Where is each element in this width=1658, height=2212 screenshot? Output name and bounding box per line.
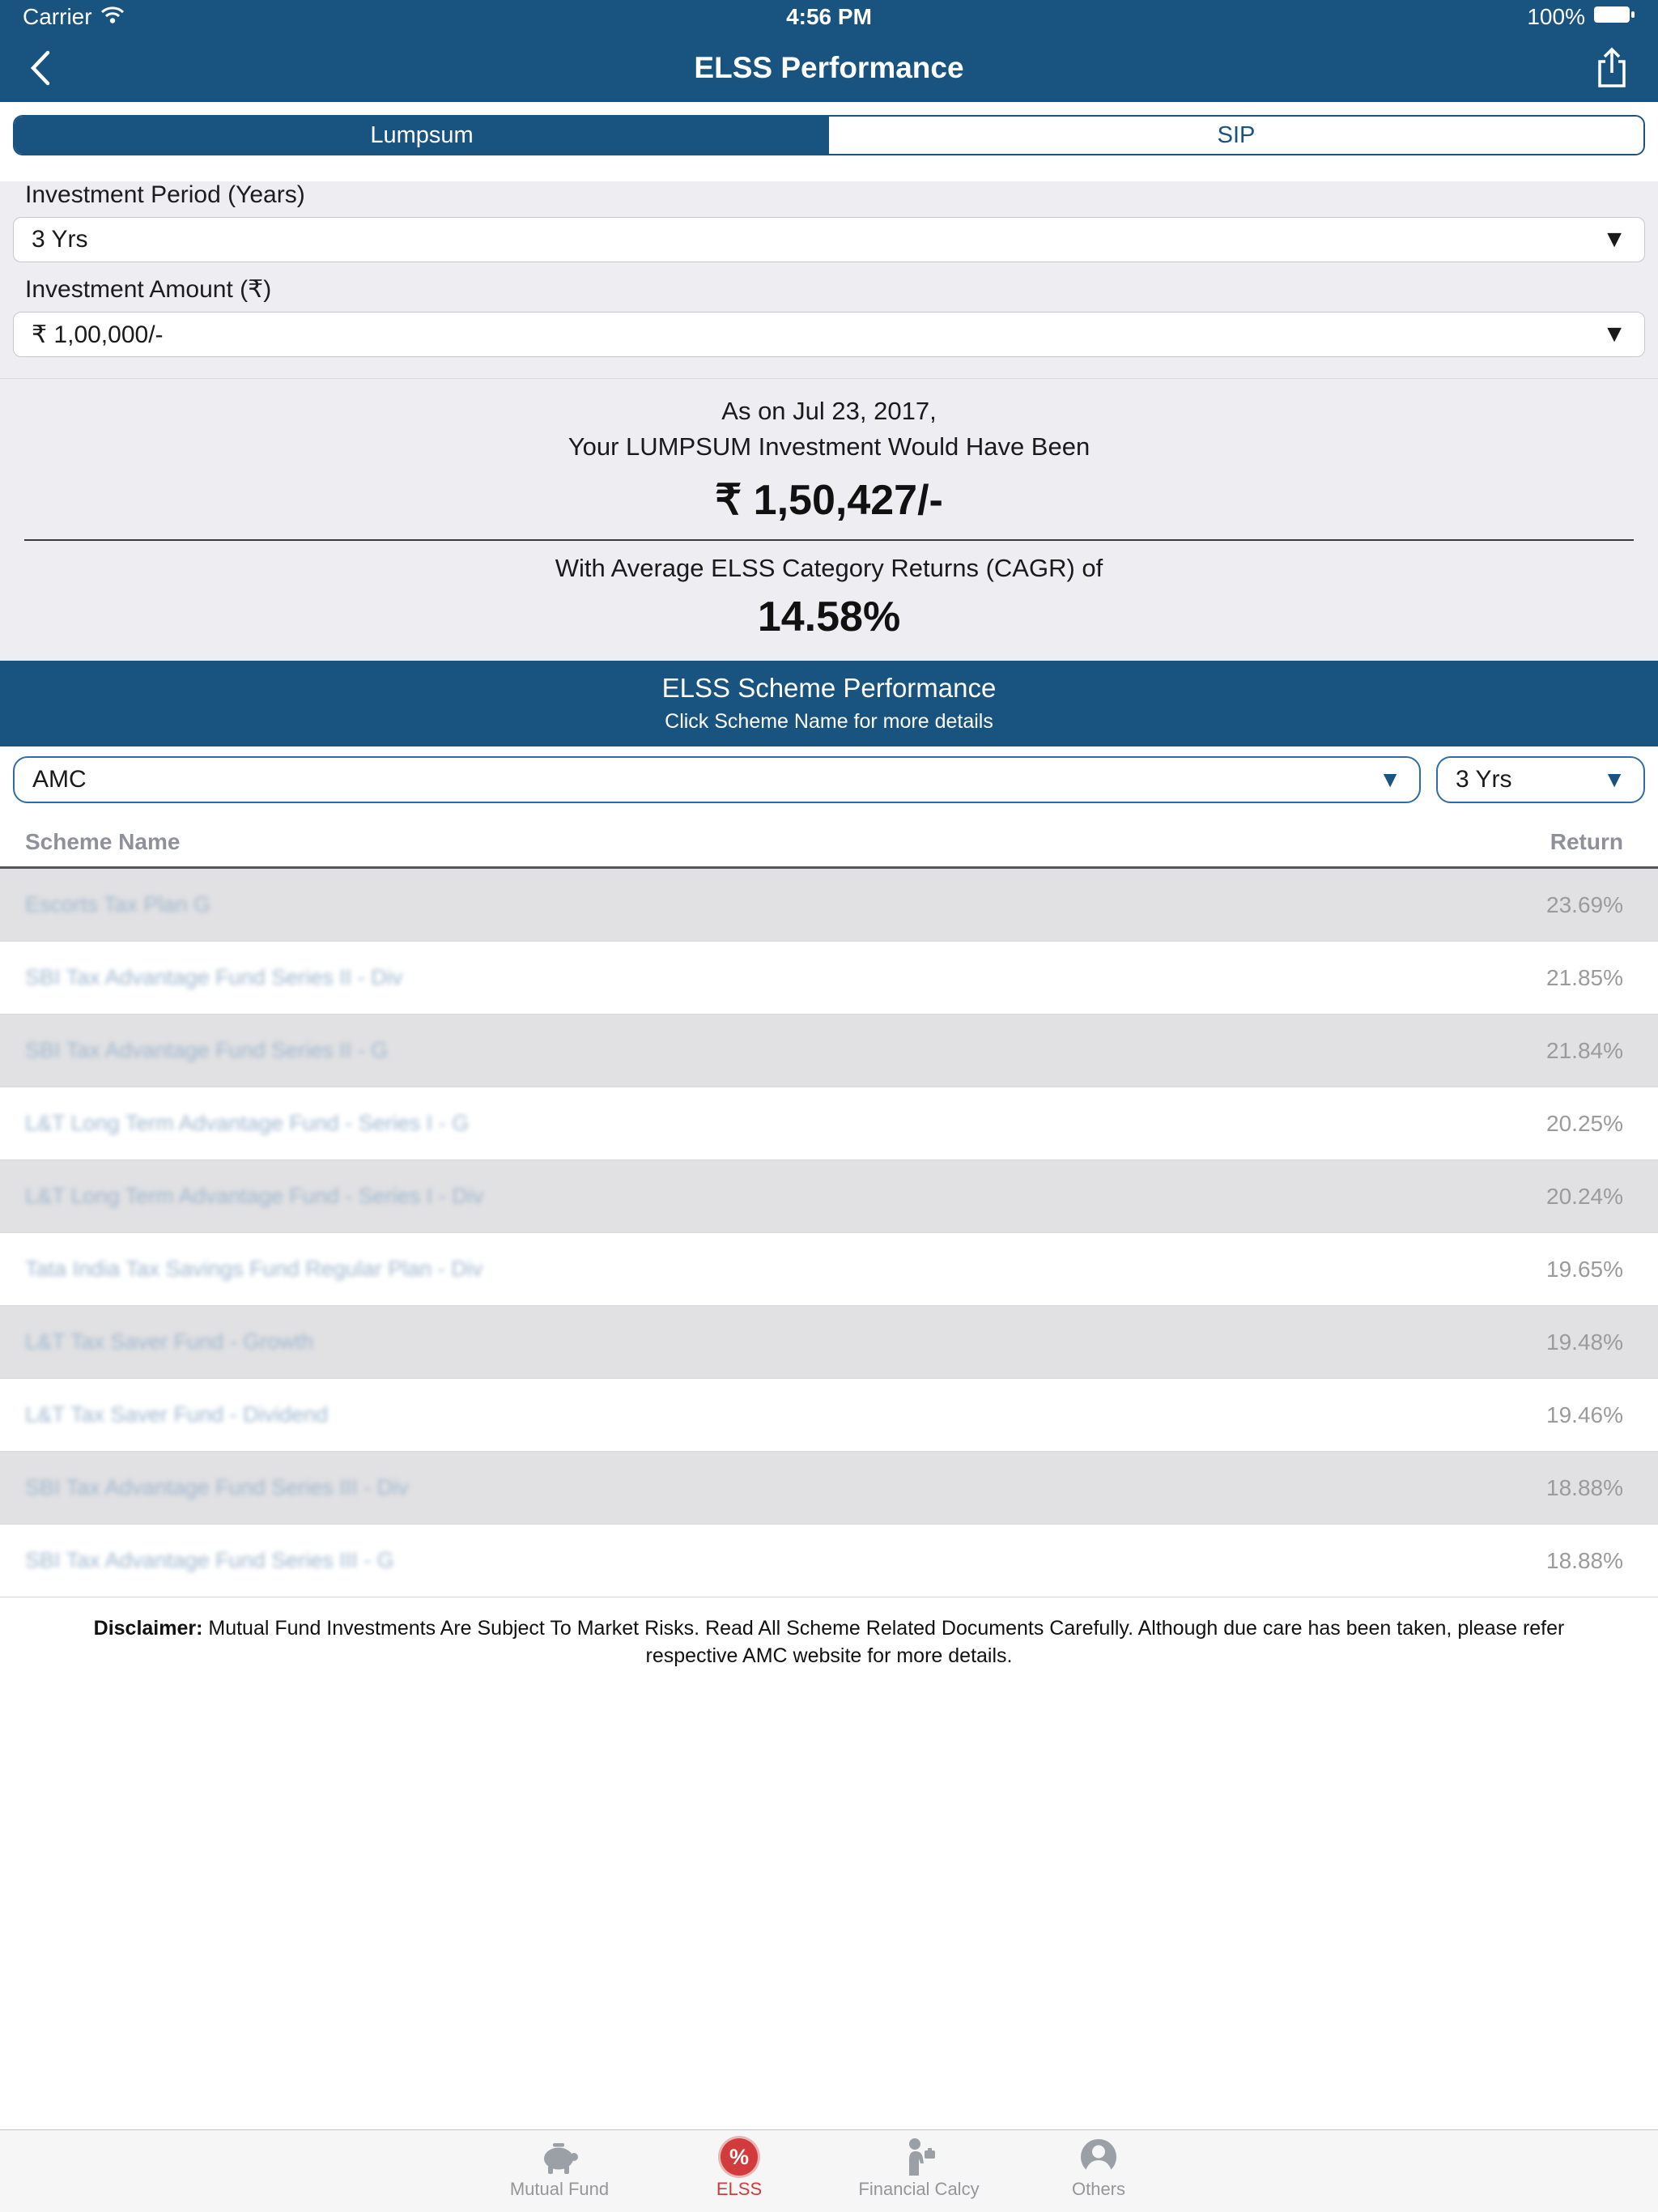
tab-label: Financial Calcy	[858, 2179, 980, 2199]
disclaimer-body: Mutual Fund Investments Are Subject To M…	[202, 1617, 1565, 1667]
table-row: Tata India Tax Savings Fund Regular Plan…	[0, 1233, 1658, 1306]
scheme-name-link[interactable]: L&T Tax Saver Fund - Dividend	[25, 1402, 329, 1427]
back-button[interactable]	[28, 49, 52, 87]
triangle-down-icon: ▼	[1603, 767, 1626, 792]
page-title: ELSS Performance	[694, 51, 964, 84]
divider	[24, 539, 1634, 541]
scheme-name-link[interactable]: SBI Tax Advantage Fund Series III - G	[25, 1548, 394, 1572]
amc-filter-dropdown[interactable]: AMC ▼	[13, 756, 1421, 803]
scheme-name-link[interactable]: SBI Tax Advantage Fund Series III - Div	[25, 1475, 409, 1499]
results-panel: As on Jul 23, 2017, Your LUMPSUM Investm…	[0, 378, 1658, 661]
scheme-return: 19.48%	[1546, 1329, 1623, 1355]
result-amount: ₹ 1,50,427/-	[715, 477, 943, 524]
scheme-return: 19.46%	[1546, 1402, 1623, 1427]
scheme-table: Escorts Tax Plan G 23.69% SBI Tax Advant…	[0, 869, 1658, 1597]
investment-period-value: 3 Yrs	[32, 226, 88, 253]
carrier-label: Carrier	[23, 4, 92, 29]
scheme-return: 23.69%	[1546, 891, 1623, 917]
scheme-performance-title: ELSS Scheme Performance	[661, 673, 997, 703]
table-row: SBI Tax Advantage Fund Series III - Div …	[0, 1452, 1658, 1525]
wifi-icon	[100, 4, 125, 30]
segmented-control-wrap: Lumpsum SIP	[0, 102, 1658, 168]
investment-amount-dropdown[interactable]: ₹ 1,00,000/- ▼	[13, 312, 1645, 357]
disclaimer-text: Disclaimer: Mutual Fund Investments Are …	[0, 1597, 1658, 1688]
investment-amount-value: ₹ 1,00,000/-	[32, 321, 164, 348]
table-row: SBI Tax Advantage Fund Series II - G 21.…	[0, 1015, 1658, 1087]
battery-percent: 100%	[1527, 4, 1585, 29]
scheme-return: 19.65%	[1546, 1256, 1623, 1282]
scheme-return: 20.25%	[1546, 1110, 1623, 1136]
period-filter-value: 3 Yrs	[1456, 766, 1512, 793]
segmented-control: Lumpsum SIP	[13, 115, 1645, 155]
person-briefcase-icon	[900, 2137, 937, 2177]
scheme-return: 21.84%	[1546, 1037, 1623, 1063]
result-caption: Your LUMPSUM Investment Would Have Been	[568, 432, 1090, 461]
status-bar: Carrier 4:56 PM 100%	[0, 0, 1658, 34]
as-on-date: As on Jul 23, 2017,	[721, 397, 937, 425]
cagr-caption: With Average ELSS Category Returns (CAGR…	[555, 554, 1103, 582]
investment-form: Investment Period (Years) 3 Yrs ▼ Invest…	[0, 181, 1658, 378]
person-circle-icon	[1079, 2137, 1118, 2177]
table-row: L&T Tax Saver Fund - Growth 19.48%	[0, 1306, 1658, 1379]
scheme-name-link[interactable]: Tata India Tax Savings Fund Regular Plan…	[25, 1257, 483, 1281]
scheme-performance-header: ELSS Scheme Performance Click Scheme Nam…	[0, 661, 1658, 747]
col-scheme-name: Scheme Name	[25, 829, 181, 854]
tab-mutual-fund[interactable]: Mutual Fund	[499, 2137, 620, 2212]
piggy-bank-icon	[539, 2137, 580, 2177]
table-row: L&T Long Term Advantage Fund - Series I …	[0, 1160, 1658, 1233]
triangle-down-icon: ▼	[1602, 321, 1626, 347]
table-row: SBI Tax Advantage Fund Series II - Div 2…	[0, 942, 1658, 1015]
tab-label: Others	[1071, 2179, 1126, 2199]
percent-badge-icon: %	[721, 2137, 758, 2177]
amc-filter-value: AMC	[32, 766, 87, 793]
scheme-name-link[interactable]: Escorts Tax Plan G	[25, 892, 211, 917]
disclaimer-label: Disclaimer:	[93, 1617, 203, 1640]
col-return: Return	[1550, 829, 1623, 854]
scheme-name-link[interactable]: L&T Long Term Advantage Fund - Series I …	[25, 1184, 484, 1208]
scheme-return: 18.88%	[1546, 1547, 1623, 1573]
table-row: L&T Tax Saver Fund - Dividend 19.46%	[0, 1379, 1658, 1452]
tab-elss[interactable]: % ELSS	[678, 2137, 800, 2212]
battery-icon	[1593, 4, 1635, 31]
table-row: Escorts Tax Plan G 23.69%	[0, 869, 1658, 942]
triangle-down-icon: ▼	[1602, 226, 1626, 253]
triangle-down-icon: ▼	[1379, 767, 1401, 792]
table-row: SBI Tax Advantage Fund Series III - G 18…	[0, 1525, 1658, 1597]
tab-lumpsum[interactable]: Lumpsum	[15, 117, 829, 154]
tab-label: ELSS	[716, 2179, 763, 2199]
clock: 4:56 PM	[786, 4, 872, 29]
tab-others[interactable]: Others	[1038, 2137, 1159, 2212]
nav-bar: ELSS Performance	[0, 34, 1658, 102]
scheme-name-link[interactable]: SBI Tax Advantage Fund Series II - Div	[25, 965, 403, 989]
scheme-filters: AMC ▼ 3 Yrs ▼	[0, 747, 1658, 813]
bottom-tab-bar: Mutual Fund % ELSS Financial Calcy	[0, 2129, 1658, 2212]
period-filter-dropdown[interactable]: 3 Yrs ▼	[1436, 756, 1645, 803]
tab-financial-calcy[interactable]: Financial Calcy	[858, 2137, 980, 2212]
scheme-return: 20.24%	[1546, 1183, 1623, 1209]
investment-period-dropdown[interactable]: 3 Yrs ▼	[13, 217, 1645, 262]
table-header: Scheme Name Return	[0, 813, 1658, 869]
scheme-return: 21.85%	[1546, 964, 1623, 990]
share-button[interactable]	[1593, 45, 1630, 91]
tab-label: Mutual Fund	[509, 2179, 610, 2199]
table-row: L&T Long Term Advantage Fund - Series I …	[0, 1087, 1658, 1160]
scheme-name-link[interactable]: L&T Long Term Advantage Fund - Series I …	[25, 1111, 470, 1135]
scheme-return: 18.88%	[1546, 1474, 1623, 1500]
scheme-performance-subtitle: Click Scheme Name for more details	[665, 710, 993, 733]
investment-amount-label: Investment Amount (₹)	[25, 276, 272, 303]
investment-period-label: Investment Period (Years)	[25, 181, 305, 208]
tab-sip[interactable]: SIP	[829, 117, 1643, 154]
scheme-name-link[interactable]: L&T Tax Saver Fund - Growth	[25, 1329, 314, 1354]
scheme-name-link[interactable]: SBI Tax Advantage Fund Series II - G	[25, 1038, 389, 1062]
cagr-value: 14.58%	[757, 593, 901, 640]
